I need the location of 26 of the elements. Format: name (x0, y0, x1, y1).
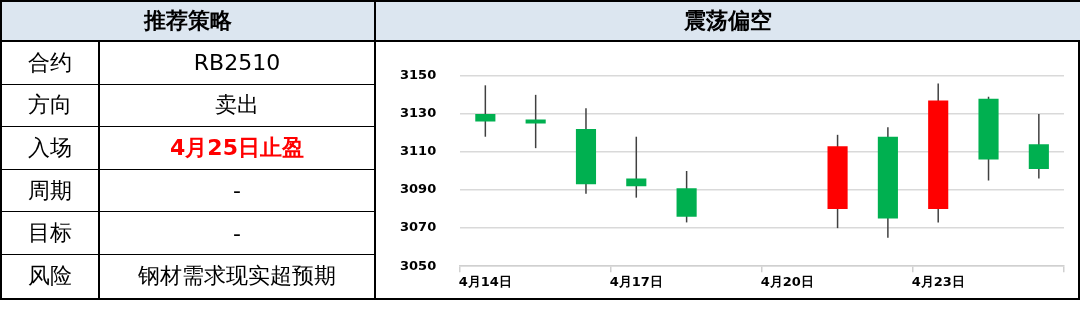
candlestick (475, 84, 496, 138)
text: RB2510 (192, 49, 282, 78)
text: 卖出 (214, 91, 260, 120)
y-tick-label: 3130 (399, 105, 437, 121)
x-tick-label: 4月23日 (911, 274, 965, 290)
candlestick (626, 135, 647, 199)
y-tick-label: 3090 (399, 181, 437, 197)
x-tick-label: 4月17日 (609, 274, 663, 290)
text: 周期 (2, 169, 100, 212)
chart-title: 震荡偏空 (376, 2, 1080, 42)
y-tick-label: 3070 (399, 219, 437, 235)
text: 目标 (2, 212, 100, 254)
text: 合约 (2, 42, 100, 84)
text: 钢材需求现实超预期 (137, 262, 337, 291)
text: 推荐策略 (2, 2, 374, 42)
x-tick-label: 4月20日 (760, 274, 814, 290)
text: - (232, 219, 242, 248)
text: 4月25日止盈 (169, 134, 305, 162)
text: 风险 (2, 254, 100, 298)
x-tick-label: 4月14日 (458, 274, 512, 290)
text: 入场 (2, 127, 100, 169)
text: - (232, 177, 242, 206)
y-tick-label: 3150 (399, 67, 437, 83)
y-tick-label: 3050 (399, 257, 437, 273)
y-tick-label: 3110 (399, 143, 437, 159)
text: 方向 (2, 84, 100, 127)
